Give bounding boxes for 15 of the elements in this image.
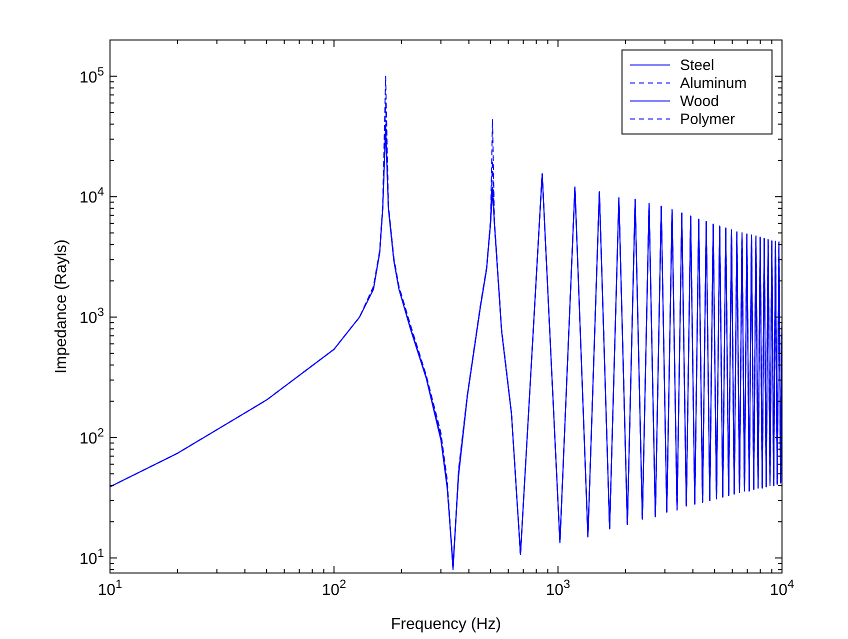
x-tick-label: 10$^{2}$ — [322, 577, 347, 599]
y-tick-label: 10$^{5}$ — [80, 64, 104, 86]
x-tick-label: 10$^{3}$ — [546, 577, 571, 599]
x-tick-label: 10$^{4}$ — [770, 577, 795, 599]
legend-label: Wood — [680, 93, 719, 110]
y-tick-label: 10$^{1}$ — [80, 546, 104, 568]
legend-label: Steel — [680, 57, 714, 74]
legend-label: Polymer — [680, 111, 736, 128]
x-tick-label: 10$^{1}$ — [98, 577, 123, 599]
y-tick-label: 10$^{2}$ — [80, 426, 104, 448]
y-axis-title: Impedance (Rayls) — [53, 239, 70, 374]
y-tick-label: 10$^{3}$ — [80, 305, 104, 328]
legend-label: Aluminum — [680, 75, 747, 92]
y-tick-label: 10$^{4}$ — [80, 184, 104, 207]
x-axis-title: Frequency (Hz) — [390, 616, 502, 633]
